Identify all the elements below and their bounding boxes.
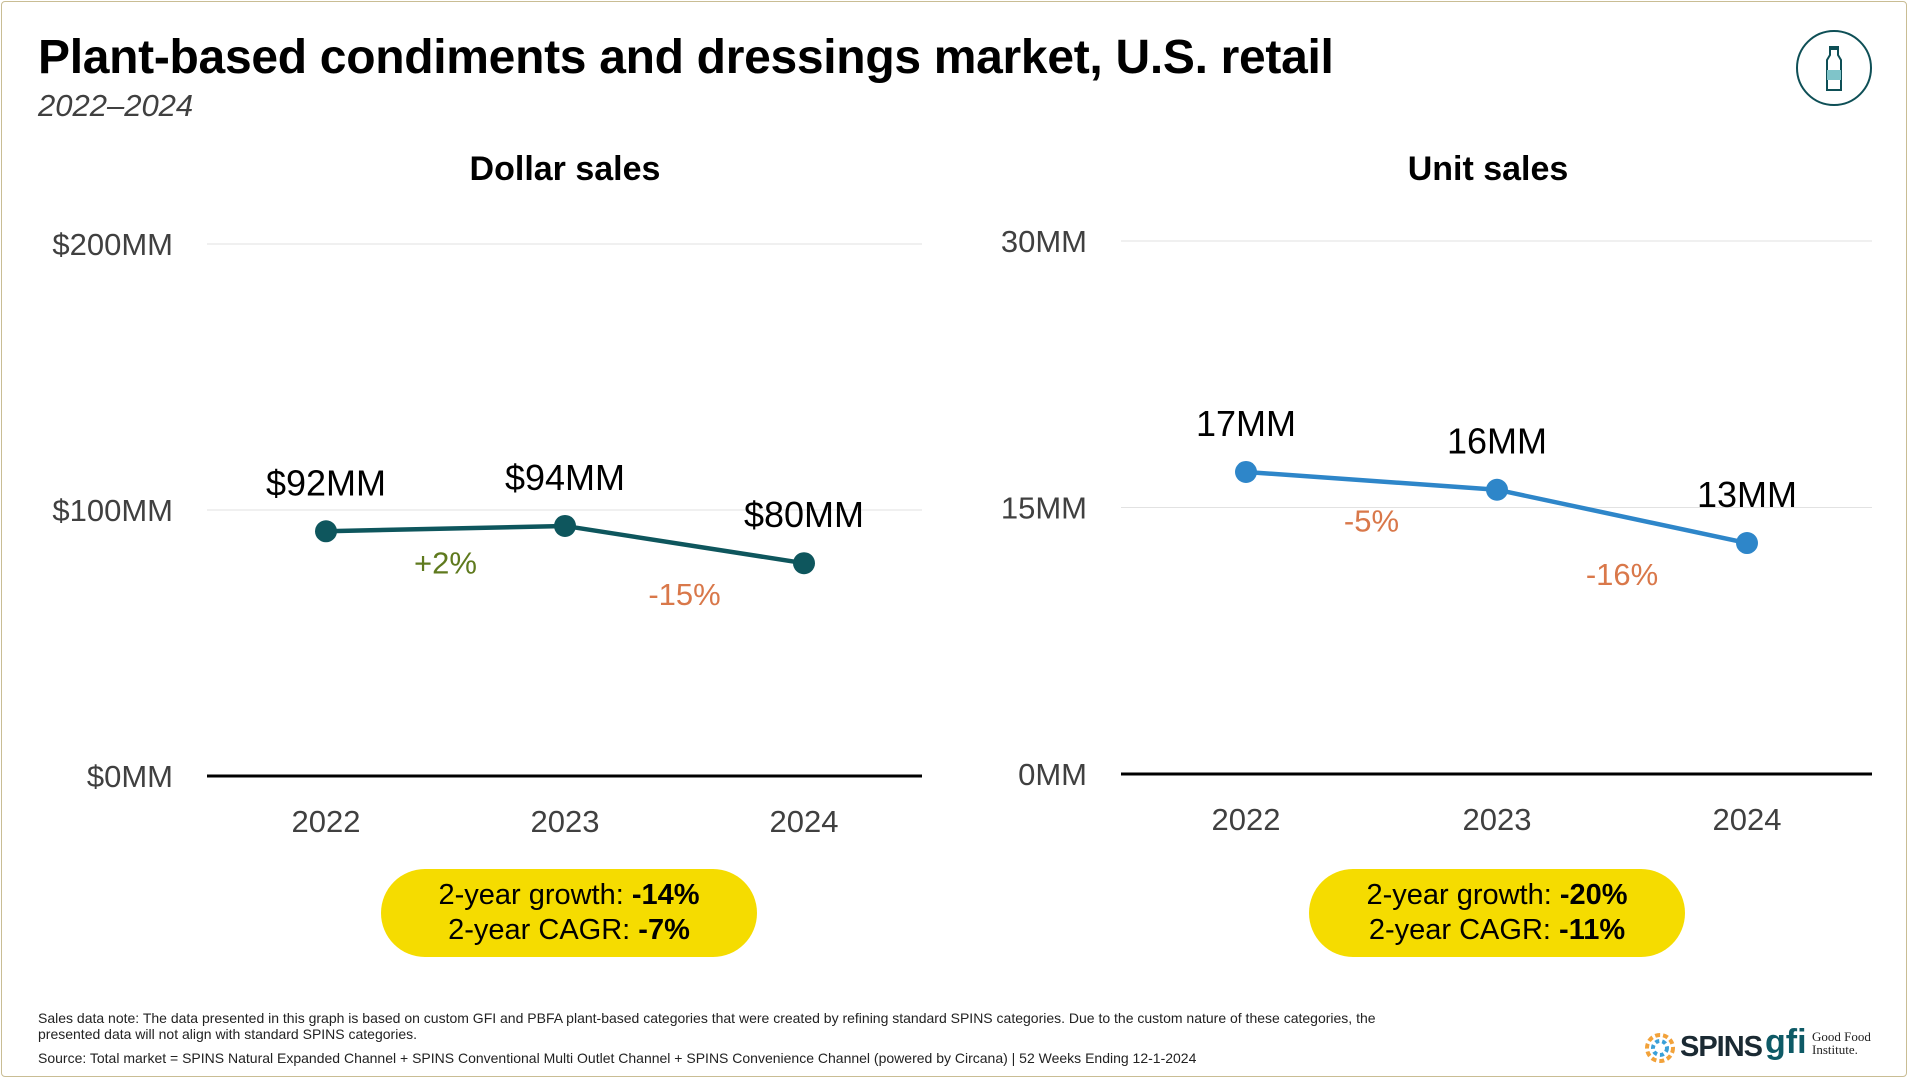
bottle-icon <box>1796 30 1872 106</box>
data-label: 17MM <box>1196 403 1296 444</box>
data-point <box>554 514 576 537</box>
data-label: $92MM <box>266 462 386 503</box>
data-label: $94MM <box>505 457 625 498</box>
growth-label: 2-year growth: <box>438 879 624 911</box>
dollar-sales-summary: 2-year growth: -14% 2-year CAGR: -7% <box>381 869 757 957</box>
data-label: 16MM <box>1447 421 1547 462</box>
unit-sales-title: Unit sales <box>1407 150 1569 188</box>
change-label: -15% <box>648 577 720 612</box>
gfi-logo-name: Good Food Institute. <box>1812 1029 1871 1057</box>
dollar-sales-title: Dollar sales <box>469 150 661 188</box>
data-point <box>1235 460 1257 483</box>
x-tick-label: 2022 <box>1212 802 1281 837</box>
data-label: $80MM <box>744 494 864 535</box>
x-tick-label: 2023 <box>1463 802 1532 837</box>
unit-sales-chart: 0MM 15MM 30MM 2022 2023 2024 17MM 16MM 13MM -5% -1… <box>1001 224 1872 837</box>
y-tick-label: $0MM <box>87 759 173 794</box>
y-tick-label: $200MM <box>52 227 173 262</box>
data-point <box>315 520 337 543</box>
gfi-logo: gfi <box>1765 1023 1807 1061</box>
growth-value: -20% <box>1559 879 1628 911</box>
x-tick-label: 2024 <box>1713 802 1782 837</box>
source-note: Source: Total market = SPINS Natural Exp… <box>38 1050 1197 1066</box>
y-tick-label: $100MM <box>52 493 173 528</box>
growth-value: -14% <box>631 879 700 911</box>
dollar-sales-chart: $0MM $100MM $200MM 2022 2023 2024 $92MM $94MM $8… <box>52 227 922 839</box>
change-label: +2% <box>414 545 477 580</box>
spins-logo: SPINS <box>1680 1031 1763 1063</box>
spins-logo-icon <box>1645 1033 1675 1063</box>
change-label: -5% <box>1344 504 1399 539</box>
cagr-value: -7% <box>638 914 690 946</box>
change-label: -16% <box>1586 557 1658 592</box>
cagr-value: -11% <box>1559 914 1626 946</box>
data-label: 13MM <box>1697 474 1797 515</box>
x-tick-label: 2024 <box>770 804 839 839</box>
y-tick-label: 30MM <box>1001 224 1087 259</box>
data-point <box>793 552 815 575</box>
sales-data-note: Sales data note: The data presented in t… <box>38 1010 1376 1042</box>
cagr-label: 2-year CAGR: <box>448 914 631 946</box>
data-point <box>1736 532 1758 555</box>
x-tick-label: 2023 <box>531 804 600 839</box>
growth-label: 2-year growth: <box>1366 879 1552 911</box>
x-tick-label: 2022 <box>292 804 361 839</box>
cagr-label: 2-year CAGR: <box>1368 914 1551 946</box>
page-title: Plant-based condiments and dressings mar… <box>38 31 1334 84</box>
y-tick-label: 15MM <box>1001 491 1087 526</box>
y-tick-label: 0MM <box>1018 757 1087 792</box>
page-subtitle: 2022–2024 <box>38 88 194 123</box>
unit-sales-summary: 2-year growth: -20% 2-year CAGR: -11% <box>1309 869 1685 957</box>
data-point <box>1486 478 1508 501</box>
